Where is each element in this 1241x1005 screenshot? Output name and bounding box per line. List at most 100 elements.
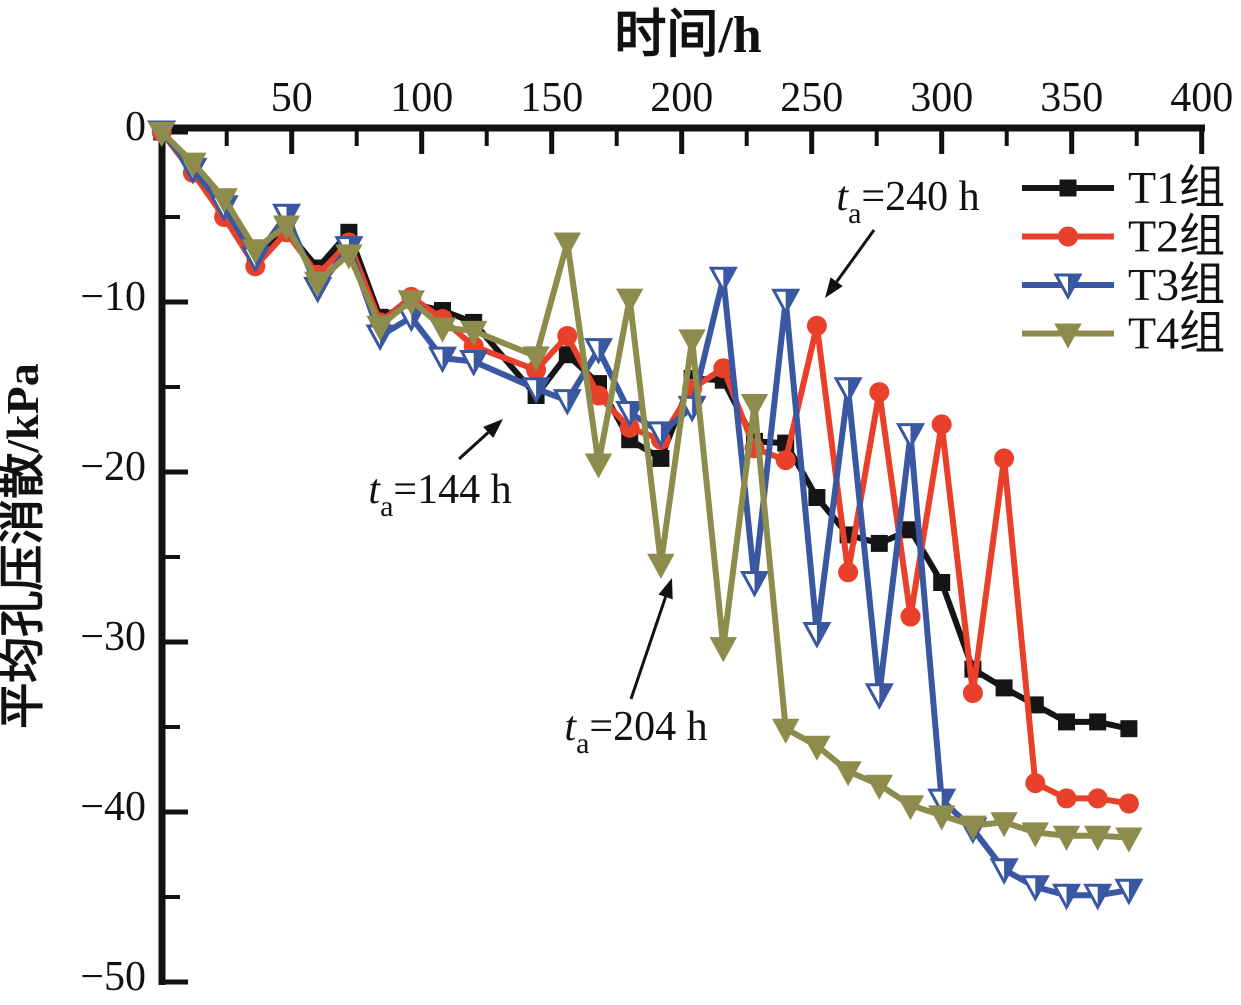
y-tick-label: −20 xyxy=(80,444,146,490)
x-tick-label: 400 xyxy=(1170,75,1233,121)
x-tick-label: 250 xyxy=(780,75,843,121)
triangle-filled-marker xyxy=(834,761,862,787)
triangle-half-fill xyxy=(1068,275,1080,297)
triangle-filled-marker xyxy=(865,774,893,800)
circle-marker xyxy=(994,448,1015,469)
annotation-arrow-head xyxy=(483,419,503,439)
triangle-filled-marker xyxy=(460,320,488,346)
triangle-half-fill xyxy=(754,572,767,595)
square-marker xyxy=(995,679,1013,697)
circle-marker xyxy=(619,417,640,438)
triangle-half-fill xyxy=(629,402,642,425)
square-marker xyxy=(902,521,919,539)
triangle-filled-marker xyxy=(584,453,613,479)
legend-item-T3组: T3组 xyxy=(1022,259,1225,310)
triangle-filled-marker xyxy=(335,244,363,270)
triangle-filled-marker xyxy=(179,152,207,178)
triangle-filled-marker xyxy=(1084,825,1112,851)
square-marker xyxy=(933,574,951,591)
triangle-filled-marker xyxy=(241,239,269,265)
triangle-half-fill xyxy=(598,339,611,362)
annotation-240: ta=240 h xyxy=(825,174,980,298)
triangle-filled-marker xyxy=(709,637,737,663)
triangle-filled-marker xyxy=(522,346,550,372)
triangle-filled-marker xyxy=(366,315,394,341)
circle-marker xyxy=(1056,788,1077,809)
circle-marker xyxy=(1087,788,1108,809)
triangle-filled-marker xyxy=(1052,825,1081,851)
triangle-filled-marker xyxy=(1054,323,1082,349)
triangle-half-fill xyxy=(723,268,736,291)
triangle-filled-marker xyxy=(896,795,925,821)
triangle-filled-marker xyxy=(959,815,987,841)
triangle-filled-marker xyxy=(428,317,457,343)
circle-marker xyxy=(588,385,609,406)
triangle-filled-marker xyxy=(210,188,238,214)
x-tick-label: 200 xyxy=(650,75,713,121)
x-tick-label: 50 xyxy=(271,75,313,121)
y-tick-label: −10 xyxy=(80,274,146,320)
legend-label: T2组 xyxy=(1128,211,1225,262)
triangle-filled-marker xyxy=(397,290,425,316)
annotation-text: ta=240 h xyxy=(836,174,979,230)
square-marker xyxy=(1120,720,1138,738)
x-tick-label: 150 xyxy=(520,75,583,121)
y-tick-label: −50 xyxy=(80,954,146,1000)
triangle-filled-marker xyxy=(304,271,332,297)
triangle-half-fill xyxy=(1004,859,1017,882)
triangle-half-fill xyxy=(816,623,829,646)
triangle-half-fill xyxy=(660,422,673,445)
annotation-arrow-shaft xyxy=(835,229,876,283)
annotation-204: ta=204 h xyxy=(564,578,708,760)
square-marker xyxy=(808,489,826,506)
square-marker xyxy=(1089,713,1107,731)
triangle-filled-marker xyxy=(1021,822,1049,848)
circle-marker xyxy=(1025,773,1046,794)
triangle-filled-marker xyxy=(772,718,800,744)
circle-marker xyxy=(869,382,890,403)
square-marker xyxy=(1059,179,1077,197)
triangle-filled-marker xyxy=(678,329,706,355)
triangle-half-fill xyxy=(442,348,455,371)
square-marker xyxy=(1058,713,1075,731)
circle-marker xyxy=(838,562,859,583)
x-tick-label: 300 xyxy=(910,75,973,121)
circle-marker xyxy=(962,683,983,703)
annotation-arrow-shaft xyxy=(457,431,490,461)
legend-label: T1组 xyxy=(1128,162,1225,213)
triangle-filled-marker xyxy=(1115,827,1143,853)
legend-label: T4组 xyxy=(1128,308,1225,359)
y-tick-label: −30 xyxy=(80,614,146,660)
circle-marker xyxy=(931,414,952,435)
annotation-arrow-head xyxy=(825,277,843,298)
triangle-filled-marker xyxy=(647,553,675,579)
triangle-filled-marker xyxy=(553,232,581,258)
circle-marker xyxy=(1118,793,1139,814)
triangle-half-fill xyxy=(848,378,861,401)
y-tick-label: 0 xyxy=(125,104,146,150)
triangle-filled-marker xyxy=(616,288,644,314)
x-tick-label: 100 xyxy=(390,75,453,121)
x-axis-title: 时间/h xyxy=(614,7,761,64)
triangle-filled-marker xyxy=(928,805,956,831)
legend-item-T1组: T1组 xyxy=(1022,162,1225,213)
circle-marker xyxy=(1058,226,1078,247)
triangle-filled-marker xyxy=(740,394,769,420)
triangle-filled-marker xyxy=(803,735,831,761)
circle-marker xyxy=(775,450,796,471)
triangle-filled-marker xyxy=(990,812,1018,838)
triangle-half-fill xyxy=(411,307,424,330)
triangle-half-fill xyxy=(879,684,892,707)
triangle-half-fill xyxy=(1066,885,1079,908)
circle-marker xyxy=(900,606,921,627)
annotation-text: ta=144 h xyxy=(368,467,511,523)
legend-label: T3组 xyxy=(1128,259,1225,310)
legend-item-T4组: T4组 xyxy=(1022,308,1225,359)
triangle-half-fill xyxy=(1097,885,1110,908)
square-marker xyxy=(652,449,670,467)
circle-marker xyxy=(806,315,827,336)
